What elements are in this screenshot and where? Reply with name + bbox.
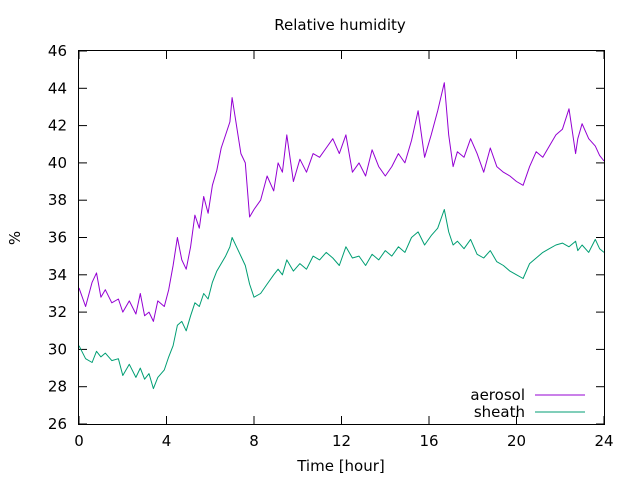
series-line-sheath [78,209,605,390]
y-tick-label: 44 [48,79,67,97]
y-tick-label: 32 [48,303,67,321]
x-tick-label: 4 [162,432,172,450]
y-tick-label: 40 [48,154,67,172]
x-tick-label: 24 [594,432,613,450]
x-tick-label: 16 [419,432,438,450]
x-tick-label: 0 [74,432,84,450]
y-tick-label: 30 [48,340,67,358]
chart-title: Relative humidity [274,16,406,34]
x-tick-label: 12 [332,432,351,450]
y-axis-label: % [6,231,24,245]
plot-frame [78,50,605,425]
legend-label-aerosol: aerosol [470,386,525,404]
x-tick-label: 20 [507,432,526,450]
x-tick-label: 8 [249,432,259,450]
y-tick-label: 38 [48,191,67,209]
legend-label-sheath: sheath [474,403,525,421]
y-tick-label: 36 [48,229,67,247]
y-tick-label: 42 [48,117,67,135]
series-line-aerosol [78,82,605,322]
x-axis-label: Time [hour] [296,457,385,475]
y-tick-label: 28 [48,378,67,396]
y-tick-label: 46 [48,42,67,60]
y-tick-label: 26 [48,415,67,433]
series-lines [78,82,605,390]
y-tick-label: 34 [48,266,67,284]
axis-ticks: 0 4 8 12 16 20 24 26 28 30 32 34 36 38 40 42 44 46 [48,42,614,450]
